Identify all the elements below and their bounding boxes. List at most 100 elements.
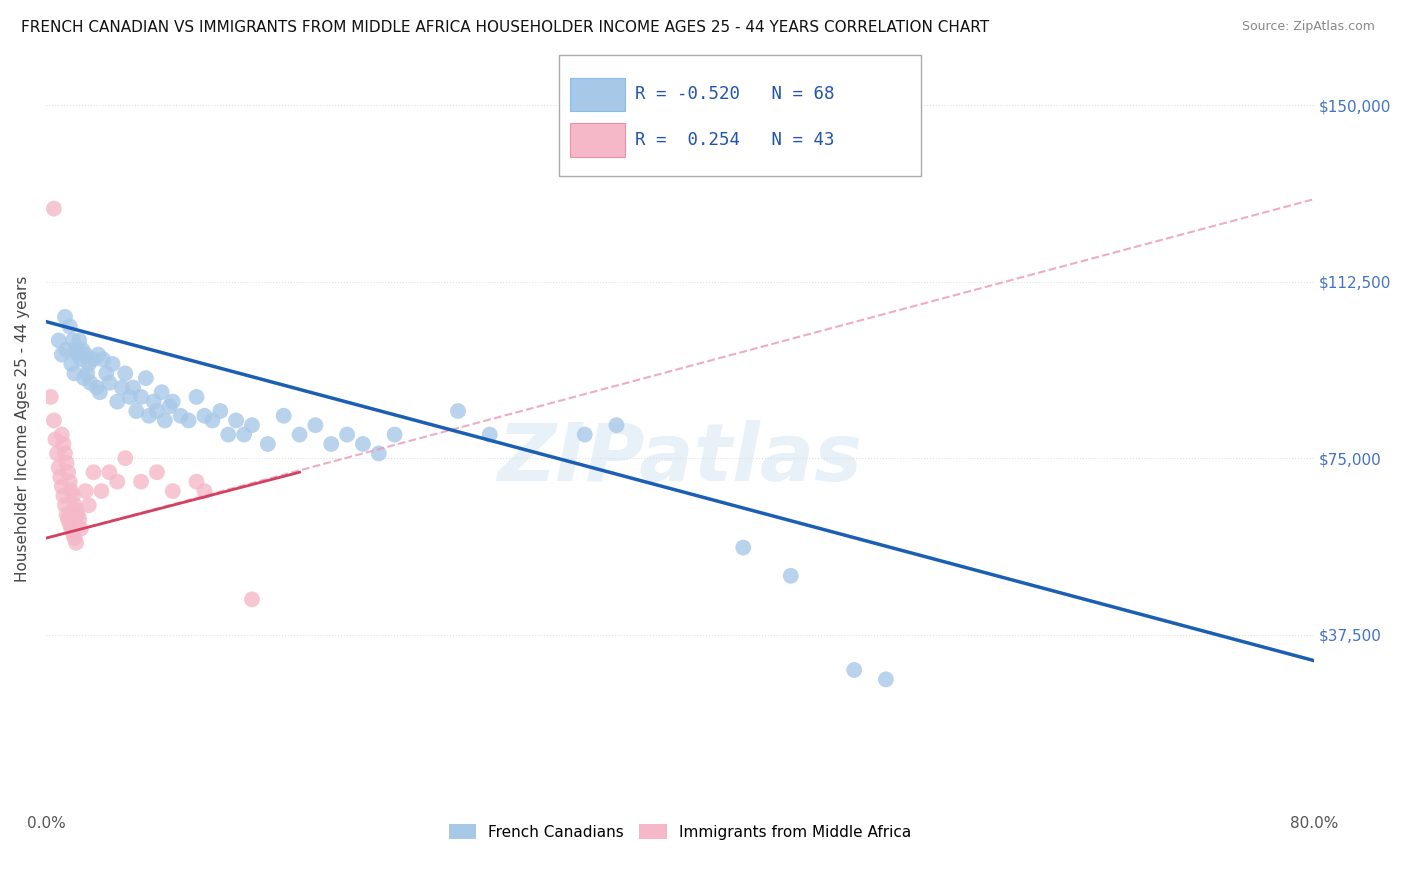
Point [146,465,169,479]
Point [69,352,91,367]
Point [65,343,87,357]
Point [79,376,101,390]
Point [52,437,75,451]
Point [66,347,89,361]
Point [63,498,86,512]
Point [193,409,215,423]
Point [240,418,263,433]
Point [98,465,121,479]
Point [60,522,83,536]
Point [39,390,62,404]
Point [91,352,114,367]
Point [77,498,100,512]
Point [256,437,278,451]
Point [63,367,86,381]
Text: R =  0.254   N = 43: R = 0.254 N = 43 [636,131,835,149]
FancyBboxPatch shape [560,55,921,177]
Point [63,531,86,545]
Point [52,489,75,503]
Point [177,413,200,427]
Point [59,516,82,531]
Point [53,498,76,512]
Point [90,484,112,499]
Point [114,451,136,466]
Point [779,569,801,583]
Point [56,465,79,479]
Text: FRENCH CANADIAN VS IMMIGRANTS FROM MIDDLE AFRICA HOUSEHOLDER INCOME AGES 25 - 44: FRENCH CANADIAN VS IMMIGRANTS FROM MIDDL… [21,20,990,35]
Point [574,427,596,442]
Point [59,319,82,334]
Point [240,592,263,607]
Point [162,394,184,409]
Point [53,310,76,324]
Point [105,394,128,409]
Point [135,371,157,385]
Point [478,427,501,442]
Point [336,427,359,442]
Text: ZIPatlas: ZIPatlas [498,420,862,499]
Point [193,484,215,499]
Point [146,404,169,418]
Point [142,394,165,409]
Point [66,508,89,522]
Point [87,347,110,361]
Point [186,475,208,489]
Text: Source: ZipAtlas.com: Source: ZipAtlas.com [1241,20,1375,33]
Point [60,484,83,499]
Point [159,400,181,414]
Point [288,427,311,442]
Point [89,385,111,400]
Point [111,380,134,394]
Point [60,357,83,371]
Point [76,367,98,381]
Point [75,347,97,361]
Point [48,460,70,475]
Point [42,202,65,216]
FancyBboxPatch shape [569,78,626,112]
Point [51,427,73,442]
Point [118,390,141,404]
Point [83,352,105,367]
Point [75,484,97,499]
Point [59,475,82,489]
Point [153,413,176,427]
Point [138,409,160,423]
Point [352,437,374,451]
Point [55,508,77,522]
Point [129,390,152,404]
Point [844,663,866,677]
Point [605,418,627,433]
FancyBboxPatch shape [569,123,626,157]
Point [129,475,152,489]
Point [67,334,90,348]
Point [56,512,79,526]
Point [98,376,121,390]
Point [96,367,118,381]
Text: R = -0.520   N = 68: R = -0.520 N = 68 [636,86,835,103]
Point [321,437,343,451]
Point [162,484,184,499]
Point [53,446,76,460]
Point [55,456,77,470]
Point [733,541,755,555]
Point [69,522,91,536]
Point [44,432,66,446]
Point [122,380,145,394]
Point [447,404,470,418]
Point [62,489,84,503]
Point [273,409,295,423]
Point [65,503,87,517]
Point [105,475,128,489]
Point [150,385,173,400]
Point [170,409,193,423]
Legend: French Canadians, Immigrants from Middle Africa: French Canadians, Immigrants from Middle… [443,817,917,846]
Point [62,526,84,541]
Point [367,446,389,460]
Point [62,334,84,348]
Point [114,367,136,381]
Point [304,418,326,433]
Point [125,404,148,418]
Point [49,470,72,484]
Point [55,343,77,357]
Point [77,357,100,371]
